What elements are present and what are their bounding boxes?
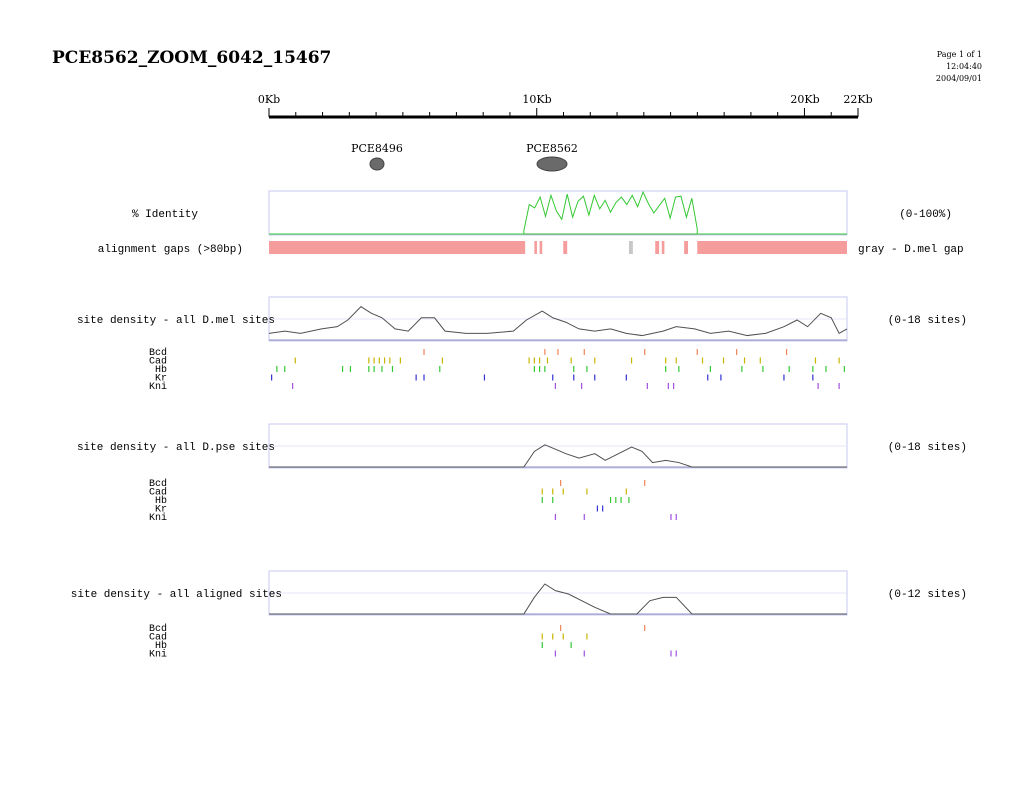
ruler-label-20: 20Kb <box>790 93 819 106</box>
tf-label-hb: Hb <box>155 364 167 376</box>
density-label: site density - all aligned sites <box>71 589 282 601</box>
tf-label-kni: Kni <box>149 512 167 524</box>
gap-bar <box>684 241 689 254</box>
gap-bar <box>539 241 543 254</box>
tf-label-bcd: Bcd <box>149 623 167 635</box>
element-label-pce8562: PCE8562 <box>526 142 578 155</box>
density-label: site density - all D.pse sites <box>77 442 275 454</box>
gaps-label: alignment gaps (>80bp) <box>98 244 243 256</box>
identity-track: % Identity (0-100%) <box>132 190 952 236</box>
ruler-label-22: 22Kb <box>843 93 872 106</box>
density-track-1: site density - all D.mel sites (0-18 site… <box>77 296 967 393</box>
tf-label-hb: Hb <box>155 640 167 652</box>
print-time: 12:04:40 <box>946 62 982 71</box>
gap-bar <box>534 241 537 254</box>
tf-label-bcd: Bcd <box>149 478 167 490</box>
tf-label-cad: Cad <box>149 356 167 368</box>
gap-bar <box>628 241 633 254</box>
tf-label-cad: Cad <box>149 487 167 499</box>
tf-label-kr: Kr <box>155 374 167 385</box>
density-track-2: site density - all D.pse sites (0-18 site… <box>77 423 967 524</box>
density-range: (0-18 sites) <box>888 442 967 454</box>
tf-label-kr: Kr <box>155 505 167 516</box>
density-line <box>268 306 848 337</box>
tf-label-bcd: Bcd <box>149 347 167 359</box>
ruler-ticks <box>268 108 859 117</box>
ruler: 0Kb 10Kb 20Kb 22Kb <box>258 93 873 119</box>
gaps-legend: gray - D.mel gap <box>858 244 964 256</box>
gap-bar <box>661 241 665 254</box>
print-date: 2004/09/01 <box>935 74 982 83</box>
identity-range: (0-100%) <box>899 209 952 221</box>
tf-label-hb: Hb <box>155 495 167 507</box>
density-range: (0-12 sites) <box>888 589 967 601</box>
tf-label-kni: Kni <box>149 381 167 393</box>
page-title: PCE8562_ZOOM_6042_15467 <box>52 48 332 68</box>
ruler-label-10: 10Kb <box>522 93 551 106</box>
ruler-label-0: 0Kb <box>258 93 280 106</box>
identity-frame <box>268 190 848 236</box>
gap-bar <box>269 241 526 254</box>
gap-bar <box>655 241 660 254</box>
gap-bar <box>563 241 568 254</box>
element-marker-pce8496 <box>369 157 385 171</box>
page-number: Page 1 of 1 <box>936 50 982 59</box>
density-line <box>269 583 847 615</box>
identity-label: % Identity <box>132 209 198 221</box>
regulatory-elements: PCE8496 PCE8562 <box>351 142 578 172</box>
density-range: (0-18 sites) <box>888 315 967 327</box>
gaps-track: alignment gaps (>80bp) gray - D.mel gap <box>98 241 964 256</box>
tf-label-kni: Kni <box>149 649 167 661</box>
element-marker-pce8562 <box>536 156 568 172</box>
gap-bars <box>269 241 847 254</box>
identity-line <box>269 190 847 235</box>
density-tracks: site density - all D.mel sites (0-18 site… <box>71 296 967 661</box>
density-label: site density - all D.mel sites <box>77 315 275 327</box>
density-track-3: site density - all aligned sites (0-12 si… <box>71 570 967 661</box>
element-label-pce8496: PCE8496 <box>351 142 403 155</box>
density-line <box>269 444 847 468</box>
gap-bar <box>697 241 847 254</box>
tf-label-cad: Cad <box>149 632 167 644</box>
